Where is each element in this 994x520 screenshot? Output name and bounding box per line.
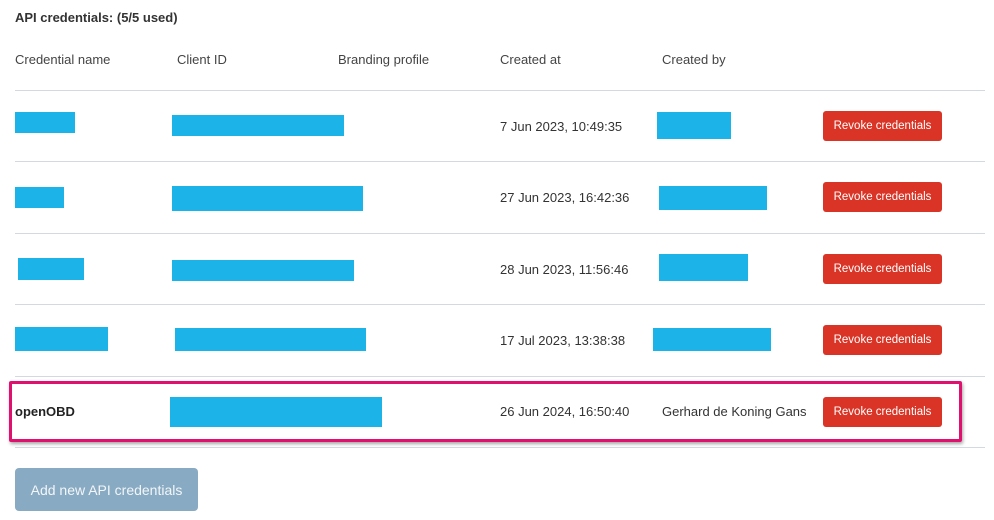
redacted-credential-name [15, 112, 75, 133]
redacted-created-by [659, 186, 767, 210]
header-client-id: Client ID [177, 52, 227, 67]
row-divider [15, 161, 985, 162]
revoke-credentials-button[interactable]: Revoke credentials [823, 254, 942, 284]
api-credentials-title: API credentials: (5/5 used) [15, 10, 178, 25]
created-at: 17 Jul 2023, 13:38:38 [500, 333, 626, 348]
header-created-at: Created at [500, 52, 561, 67]
revoke-credentials-button[interactable]: Revoke credentials [823, 111, 942, 141]
created-at: 28 Jun 2023, 11:56:46 [500, 262, 629, 277]
redacted-created-by [659, 254, 748, 281]
redacted-credential-name [18, 258, 84, 280]
revoke-credentials-button[interactable]: Revoke credentials [823, 397, 942, 427]
row-divider [15, 447, 985, 448]
redacted-client-id [172, 115, 344, 136]
created-at: 27 Jun 2023, 16:42:36 [500, 190, 630, 205]
redacted-client-id [175, 328, 366, 351]
redacted-client-id [172, 186, 363, 211]
redacted-created-by [653, 328, 771, 351]
redacted-client-id [172, 260, 354, 281]
row-divider [15, 304, 985, 305]
row-divider [15, 233, 985, 234]
redacted-client-id [170, 397, 382, 427]
created-by: Gerhard de Koning Gans [662, 404, 807, 419]
credential-name: openOBD [15, 404, 75, 419]
revoke-credentials-button[interactable]: Revoke credentials [823, 182, 942, 212]
redacted-credential-name [15, 187, 64, 208]
header-branding-profile: Branding profile [338, 52, 430, 67]
add-new-api-credentials-button[interactable]: Add new API credentials [15, 468, 198, 511]
created-at: 26 Jun 2024, 16:50:40 [500, 404, 630, 419]
created-at: 7 Jun 2023, 10:49:35 [500, 119, 623, 134]
revoke-credentials-button[interactable]: Revoke credentials [823, 325, 942, 355]
redacted-created-by [657, 112, 731, 139]
header-credential-name: Credential name [15, 52, 111, 67]
header-created-by: Created by [662, 52, 726, 67]
redacted-credential-name [15, 327, 108, 351]
row-divider [15, 90, 985, 91]
highlight-box [9, 381, 962, 442]
row-divider [15, 376, 985, 377]
